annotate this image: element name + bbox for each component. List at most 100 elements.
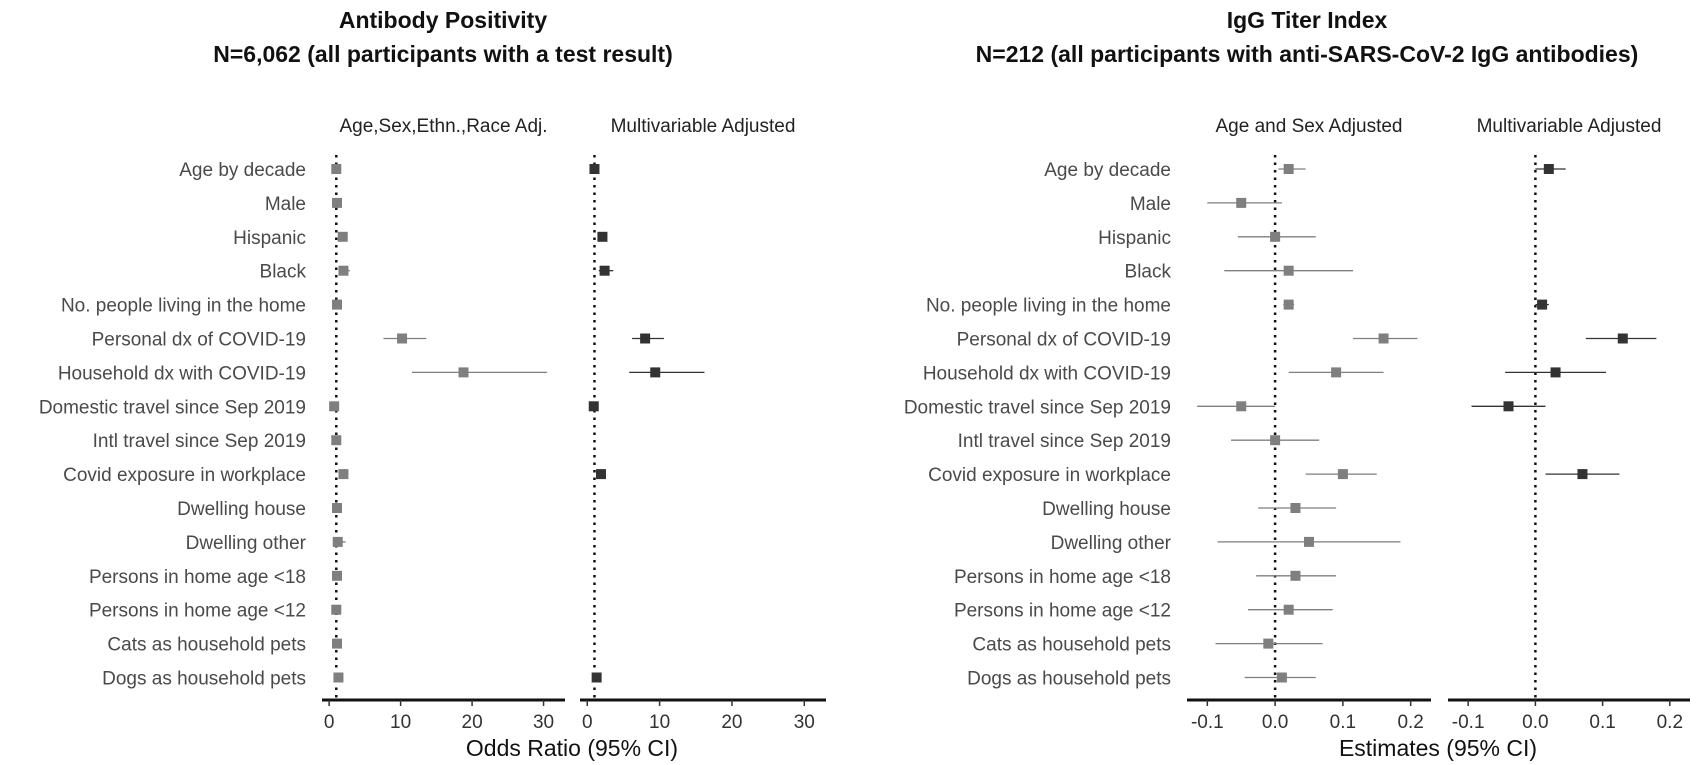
point-estimate — [1543, 164, 1554, 174]
row-label: Persons in home age <12 — [89, 601, 306, 622]
point-estimate — [1290, 570, 1301, 581]
x-tick-label: 0.1 — [1330, 712, 1356, 733]
row-label: Covid exposure in workplace — [63, 465, 306, 486]
point-estimate — [332, 503, 343, 513]
x-tick-label: 10 — [649, 712, 670, 733]
x-tick-label: 0.2 — [1657, 712, 1683, 733]
point-estimate — [332, 638, 343, 649]
row-label: Persons in home age <12 — [954, 601, 1171, 622]
row-label: Covid exposure in workplace — [928, 465, 1171, 486]
point-estimate — [397, 333, 408, 344]
row-label: Domestic travel since Sep 2019 — [904, 397, 1171, 418]
point-estimate — [599, 265, 610, 276]
row-label: Age by decade — [1044, 160, 1171, 181]
row-label: Age by decade — [179, 160, 306, 181]
point-estimate — [331, 435, 342, 446]
x-tick-label: -0.1 — [1452, 712, 1485, 733]
x-tick-label: 0.2 — [1397, 712, 1423, 733]
point-estimate — [1276, 672, 1287, 683]
x-tick-label: 0 — [582, 712, 593, 733]
igg-titer-index-panel: IgG Titer Index N=212 (all participants w… — [904, 7, 1690, 761]
row-label: Household dx with COVID-19 — [923, 363, 1171, 384]
point-estimate — [332, 536, 343, 547]
row-label: Dogs as household pets — [967, 669, 1171, 690]
point-estimate — [333, 672, 344, 683]
point-estimate — [1283, 164, 1294, 174]
x-tick-label: 0 — [324, 712, 335, 733]
facet-1: Multivariable Adjusted 0 10 20 30 — [580, 116, 826, 733]
facet-0: Age,Sex,Ethn.,Race Adj. 0 10 20 30 — [322, 116, 565, 733]
row-label: Cats as household pets — [972, 635, 1171, 656]
row-label: Male — [1130, 194, 1171, 215]
point-estimate — [1236, 401, 1247, 412]
chart-title: IgG Titer Index — [1227, 7, 1388, 33]
facet-0: Age and Sex Adjusted -0.1 0.0 0.1 0.2 — [1187, 116, 1431, 733]
chart-subtitle: N=6,062 (all participants with a test re… — [213, 41, 673, 67]
x-axis-title: Estimates (95% CI) — [1339, 735, 1537, 761]
point-estimate — [332, 197, 343, 208]
row-label: Persons in home age <18 — [954, 567, 1171, 588]
point-estimate — [1550, 367, 1561, 378]
point-estimate — [1283, 604, 1294, 615]
chart-subtitle: N=212 (all participants with anti-SARS-C… — [976, 41, 1639, 67]
row-label: Black — [260, 262, 307, 283]
point-estimate — [1236, 197, 1247, 208]
point-estimate — [597, 231, 608, 242]
point-estimate — [1337, 469, 1348, 480]
point-estimate — [338, 469, 349, 480]
row-label: Household dx with COVID-19 — [58, 363, 306, 384]
row-label: Personal dx of COVID-19 — [92, 330, 306, 351]
point-estimate — [650, 367, 661, 378]
row-label: No. people living in the home — [926, 296, 1171, 317]
point-estimate — [640, 333, 651, 344]
point-estimate — [331, 164, 342, 174]
point-estimate — [1283, 265, 1294, 276]
point-estimate — [1503, 401, 1514, 412]
point-estimate — [332, 299, 343, 310]
x-tick-label: 30 — [533, 712, 554, 733]
point-estimate — [337, 231, 348, 242]
x-tick-label: 10 — [390, 712, 411, 733]
x-tick-label: 30 — [794, 712, 815, 733]
x-axis-title: Odds Ratio (95% CI) — [466, 735, 678, 761]
row-label: Dwelling other — [186, 533, 307, 554]
facet-label: Age,Sex,Ethn.,Race Adj. — [339, 116, 547, 137]
point-estimate — [458, 367, 469, 378]
row-label: Persons in home age <18 — [89, 567, 306, 588]
x-tick-label: 0.0 — [1522, 712, 1548, 733]
x-tick-label: 20 — [721, 712, 742, 733]
point-estimate — [338, 265, 349, 276]
row-label: Male — [265, 194, 306, 215]
point-estimate — [1290, 503, 1301, 513]
x-tick-label: 0.1 — [1589, 712, 1615, 733]
point-estimate — [1378, 333, 1389, 344]
row-label: Hispanic — [1098, 228, 1171, 249]
row-label: Dwelling other — [1051, 533, 1172, 554]
row-label: Dogs as household pets — [102, 669, 306, 690]
row-label: Dwelling house — [1042, 499, 1171, 520]
point-estimate — [1617, 333, 1628, 344]
point-estimate — [595, 469, 606, 480]
facet-label: Multivariable Adjusted — [611, 116, 796, 137]
point-estimate — [591, 672, 602, 683]
x-tick-label: 20 — [462, 712, 483, 733]
x-tick-label: 0.0 — [1262, 712, 1288, 733]
point-estimate — [329, 401, 340, 412]
point-estimate — [1270, 231, 1281, 242]
row-label: Hispanic — [233, 228, 306, 249]
point-estimate — [1283, 299, 1294, 310]
point-estimate — [1331, 367, 1342, 378]
x-tick-label: -0.1 — [1191, 712, 1224, 733]
antibody-positivity-panel: Antibody Positivity N=6,062 (all particip… — [39, 7, 826, 761]
row-label: Intl travel since Sep 2019 — [93, 431, 306, 452]
point-estimate — [1537, 299, 1548, 310]
point-estimate — [332, 570, 343, 581]
row-label: Domestic travel since Sep 2019 — [39, 397, 306, 418]
point-estimate — [1270, 435, 1281, 446]
row-label: Cats as household pets — [107, 635, 306, 656]
facet-label: Multivariable Adjusted — [1477, 116, 1662, 137]
point-estimate — [588, 401, 599, 412]
chart-title: Antibody Positivity — [339, 7, 548, 33]
point-estimate — [331, 604, 342, 615]
